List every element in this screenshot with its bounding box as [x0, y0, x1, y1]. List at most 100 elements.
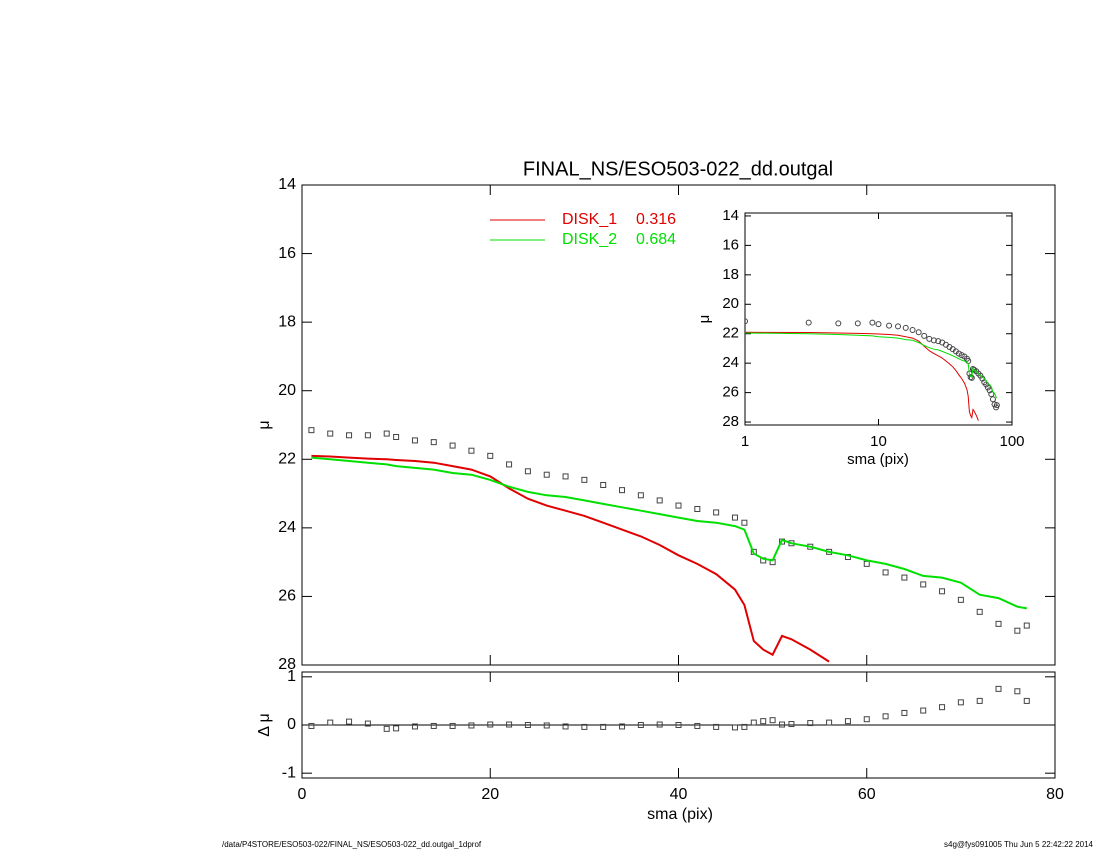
data-point: [346, 718, 353, 725]
legend-label: DISK_2: [562, 231, 617, 248]
data-point: [750, 719, 757, 726]
data-point: [619, 723, 626, 730]
data-point: [1014, 627, 1021, 634]
x-axis-label: sma (pix): [847, 451, 909, 468]
x-tick-label: 1: [741, 433, 749, 450]
model-line: [745, 331, 979, 421]
data-point: [694, 506, 701, 512]
data-point: [383, 430, 390, 437]
data-point: [921, 332, 928, 339]
data-point: [788, 721, 795, 728]
data-point: [637, 492, 644, 499]
y-tick-label: 0: [287, 716, 296, 733]
data-point: [745, 318, 748, 325]
data-point: [920, 707, 927, 714]
data-point: [1014, 688, 1021, 695]
y-tick-label: 20: [278, 382, 296, 399]
data-point: [675, 502, 682, 509]
data-point: [854, 320, 861, 327]
y-tick-label: 16: [722, 236, 739, 253]
data-point: [984, 384, 991, 391]
model-line: [745, 332, 998, 399]
data-point: [731, 724, 738, 731]
data-point: [411, 723, 418, 730]
legend-label: DISK_1: [562, 211, 617, 228]
y-axis-label: μ: [256, 420, 273, 429]
data-point: [807, 720, 814, 727]
data-point: [327, 719, 334, 726]
data-point: [741, 723, 748, 730]
x-tick-label: 100: [999, 433, 1024, 450]
data-point: [581, 476, 588, 483]
data-point: [995, 685, 1002, 692]
data-point: [895, 323, 902, 330]
data-point: [383, 725, 390, 732]
data-point: [863, 716, 870, 723]
data-point: [779, 721, 786, 728]
data-point: [675, 722, 682, 728]
data-point: [562, 723, 569, 730]
data-point: [506, 461, 513, 468]
x-tick-label: 60: [858, 786, 876, 803]
x-tick-label: 20: [481, 786, 499, 803]
y-tick-label: 18: [278, 313, 296, 330]
data-point: [581, 723, 588, 730]
data-point: [957, 596, 964, 603]
x-tick-label: 40: [670, 786, 688, 803]
data-point: [656, 721, 663, 728]
data-point: [989, 396, 996, 403]
data-point: [939, 588, 946, 595]
data-point: [886, 322, 893, 329]
data-point: [600, 482, 607, 488]
data-point: [920, 581, 927, 588]
data-point: [393, 434, 400, 440]
data-point: [656, 497, 663, 504]
data-point: [327, 430, 334, 437]
y-tick-label: 28: [278, 656, 296, 673]
data-point: [769, 717, 776, 724]
y-tick-label: 1: [287, 668, 296, 685]
x-tick-label: 10: [870, 433, 887, 450]
data-point: [468, 722, 475, 729]
data-point: [930, 337, 937, 344]
panel: 1 10 100 14 16 18 20 22 24 26 28 sma (pix) μ: [696, 207, 1025, 468]
model-line: [311, 454, 830, 663]
data-point: [449, 722, 456, 729]
data-point: [364, 432, 371, 439]
data-point: [909, 327, 916, 334]
data-point: [957, 699, 964, 706]
data-point: [902, 324, 909, 331]
data-point: [713, 509, 720, 516]
data-point: [449, 442, 456, 449]
y-tick-label: 24: [722, 354, 739, 371]
data-point: [1023, 622, 1030, 629]
data-point: [869, 319, 876, 326]
data-point: [346, 432, 353, 439]
data-point: [882, 713, 889, 720]
data-point: [988, 391, 995, 398]
data-point: [637, 722, 644, 728]
data-point: [995, 620, 1002, 627]
data-point: [411, 437, 418, 444]
y-tick-label: 16: [278, 245, 296, 262]
x-tick-label: 0: [298, 786, 307, 803]
data-point: [939, 704, 946, 711]
data-point: [741, 519, 748, 526]
legend-fraction: 0.316: [636, 211, 676, 228]
data-point: [875, 321, 882, 328]
footer-right: s4g@fys091005 Thu Jun 5 22:42:22 2014: [944, 840, 1094, 849]
data-point: [976, 697, 983, 704]
data-point: [308, 427, 315, 434]
data-point: [882, 569, 889, 576]
legend-fraction: 0.684: [636, 231, 676, 248]
data-point: [760, 718, 767, 725]
data-point: [826, 719, 833, 726]
data-point: [524, 468, 531, 475]
data-point: [393, 725, 400, 732]
data-point: [468, 447, 475, 454]
panel-frame: [744, 212, 1013, 426]
y-tick-label: 14: [722, 207, 739, 224]
data-point: [543, 471, 550, 478]
